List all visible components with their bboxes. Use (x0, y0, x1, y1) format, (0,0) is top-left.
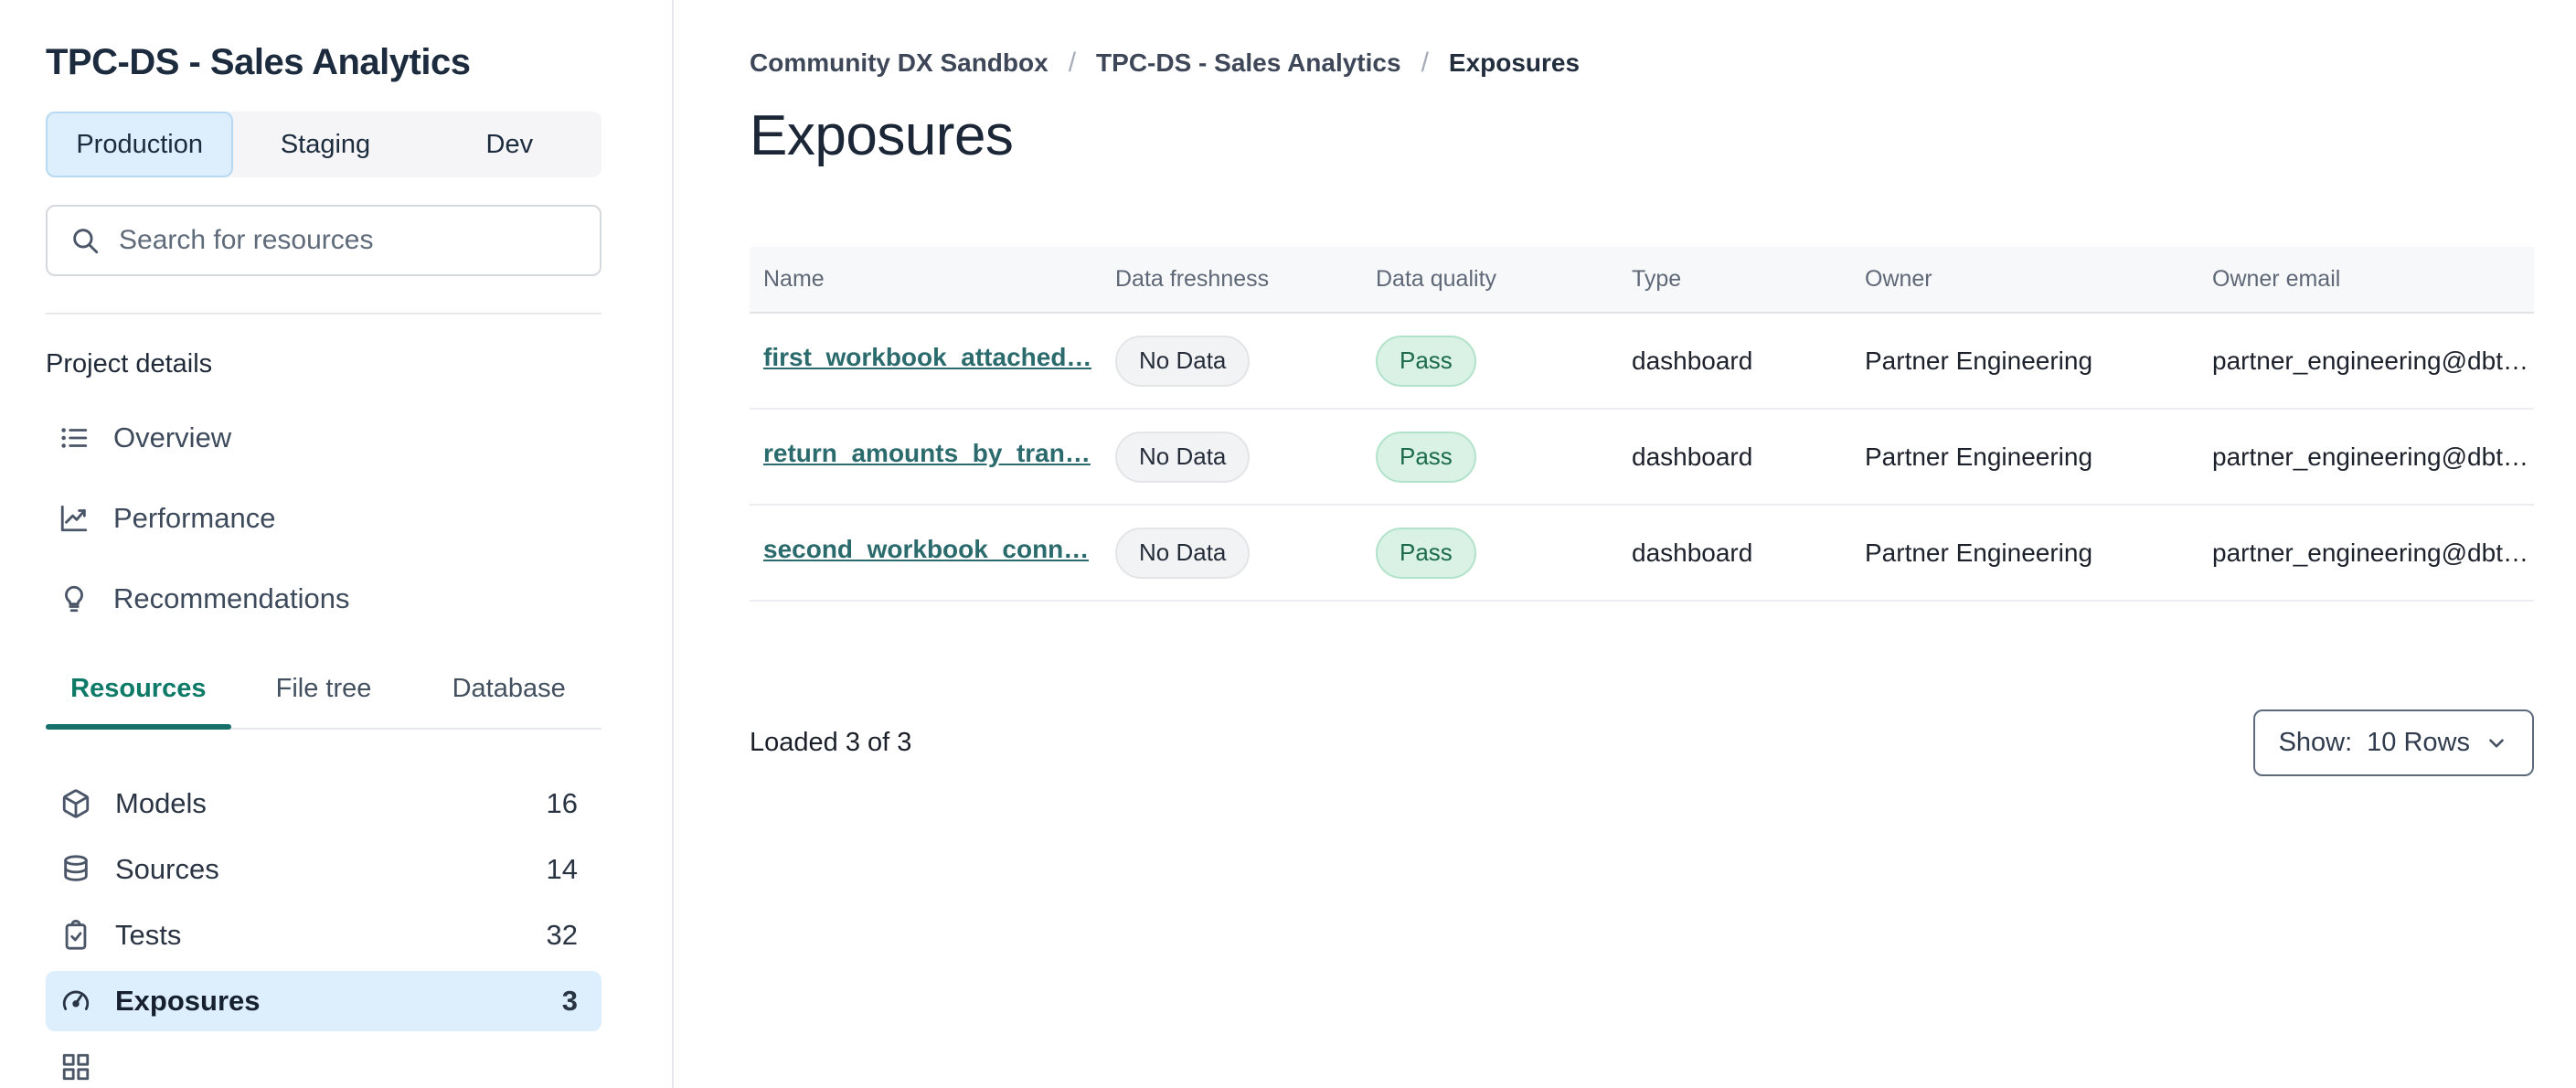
column-header-name: Name (763, 266, 825, 292)
quality-badge: Pass (1376, 335, 1476, 387)
breadcrumb-project[interactable]: TPC-DS - Sales Analytics (1096, 48, 1401, 77)
project-nav: Overview Performance Recommendations (46, 398, 601, 639)
quality-badge: Pass (1376, 527, 1476, 579)
chevron-down-icon (2485, 731, 2508, 755)
page-title: Exposures (750, 104, 1014, 167)
breadcrumb-separator: / (1068, 48, 1077, 78)
resource-label: Exposures (115, 985, 261, 1017)
nav-item-label: Recommendations (113, 582, 350, 614)
env-tab-dev[interactable]: Dev (485, 129, 534, 159)
breadcrumb-separator: / (1421, 48, 1429, 78)
resource-count: 14 (546, 853, 578, 885)
quality-badge: Pass (1376, 431, 1476, 483)
column-header-owner-email: Owner email (2212, 266, 2341, 292)
table-row: first_workbook_attached… No Data Pass da… (750, 314, 2534, 410)
resource-label: Models (115, 787, 207, 819)
exposure-link[interactable]: first_workbook_attached… (763, 343, 1092, 371)
owner-cell: Partner Engineering (1865, 442, 2093, 471)
show-label: Show: (2278, 728, 2353, 757)
owner-cell: Partner Engineering (1865, 346, 2093, 375)
table-footer: Loaded 3 of 3 Show: 10 Rows (750, 709, 2534, 776)
nav-item-recommendations[interactable]: Recommendations (46, 559, 601, 639)
type-cell: dashboard (1632, 442, 1753, 471)
table-header-row: Name Data freshness Data quality Type Ow… (750, 247, 2534, 314)
loaded-status: Loaded 3 of 3 (750, 728, 912, 757)
lightbulb-icon (59, 583, 90, 614)
exposure-link[interactable]: return_amounts_by_tran… (763, 439, 1091, 467)
resource-count: 3 (561, 985, 578, 1017)
gauge-icon (60, 986, 91, 1017)
resource-list: Models 16 Sources 14 Tests (46, 773, 601, 1088)
owner-cell: Partner Engineering (1865, 538, 2093, 567)
grid-icon (60, 1051, 91, 1083)
sidebar-item-sources[interactable]: Sources 14 (46, 839, 601, 900)
sidebar-item-exposures[interactable]: Exposures 3 (46, 971, 601, 1031)
column-header-freshness: Data freshness (1115, 266, 1270, 292)
table-row: second_workbook_conn… No Data Pass dashb… (750, 506, 2534, 602)
nav-item-label: Overview (113, 421, 232, 453)
exposure-link[interactable]: second_workbook_conn… (763, 535, 1090, 563)
owner-email-cell: partner_engineering@dbt… (2212, 442, 2528, 471)
database-icon (60, 854, 91, 885)
breadcrumb-current: Exposures (1448, 48, 1581, 77)
exposures-table: Name Data freshness Data quality Type Ow… (750, 247, 2534, 602)
table-row: return_amounts_by_tran… No Data Pass das… (750, 410, 2534, 506)
tab-resources[interactable]: Resources (46, 674, 231, 730)
resource-count: 32 (546, 919, 578, 951)
sidebar: TPC-DS - Sales Analytics Production Stag… (0, 0, 674, 1088)
cube-icon (60, 788, 91, 819)
search-input[interactable] (119, 225, 578, 256)
clipboard-check-icon (60, 920, 91, 951)
env-tab-staging[interactable]: Staging (280, 129, 371, 159)
main-content: Community DX Sandbox / TPC-DS - Sales An… (674, 0, 2576, 1088)
column-header-quality: Data quality (1376, 266, 1497, 292)
column-header-type: Type (1632, 266, 1682, 292)
project-title: TPC-DS - Sales Analytics (46, 42, 471, 82)
list-icon (59, 422, 90, 453)
show-value: 10 Rows (2367, 728, 2470, 757)
owner-email-cell: partner_engineering@dbt… (2212, 346, 2528, 375)
env-tab-production[interactable]: Production (46, 112, 234, 177)
sidebar-item-models[interactable]: Models 16 (46, 773, 601, 834)
tab-file-tree[interactable]: File tree (275, 674, 372, 703)
breadcrumb: Community DX Sandbox / TPC-DS - Sales An… (750, 48, 2534, 79)
search-icon (69, 225, 101, 256)
explorer-tabs: Resources File tree Database (46, 674, 601, 730)
freshness-badge: No Data (1115, 527, 1251, 579)
column-header-owner: Owner (1865, 266, 1932, 292)
project-details-label: Project details (46, 349, 213, 379)
breadcrumb-account[interactable]: Community DX Sandbox (750, 48, 1048, 77)
resource-search[interactable] (46, 205, 601, 276)
nav-item-performance[interactable]: Performance (46, 478, 601, 559)
sidebar-item-partial[interactable] (46, 1037, 601, 1088)
freshness-badge: No Data (1115, 431, 1251, 483)
sidebar-divider (46, 313, 601, 315)
tab-database[interactable]: Database (452, 674, 566, 703)
freshness-badge: No Data (1115, 335, 1251, 387)
sidebar-item-tests[interactable]: Tests 32 (46, 905, 601, 965)
nav-item-label: Performance (113, 502, 276, 534)
chart-line-icon (59, 503, 90, 534)
nav-item-overview[interactable]: Overview (46, 398, 601, 478)
resource-label: Tests (115, 919, 182, 951)
environment-tabs: Production Staging Dev (46, 112, 601, 177)
type-cell: dashboard (1632, 346, 1753, 375)
owner-email-cell: partner_engineering@dbt… (2212, 538, 2528, 567)
resource-label: Sources (115, 853, 219, 885)
resource-count: 16 (546, 787, 578, 819)
type-cell: dashboard (1632, 538, 1753, 567)
rows-per-page-dropdown[interactable]: Show: 10 Rows (2252, 709, 2534, 776)
